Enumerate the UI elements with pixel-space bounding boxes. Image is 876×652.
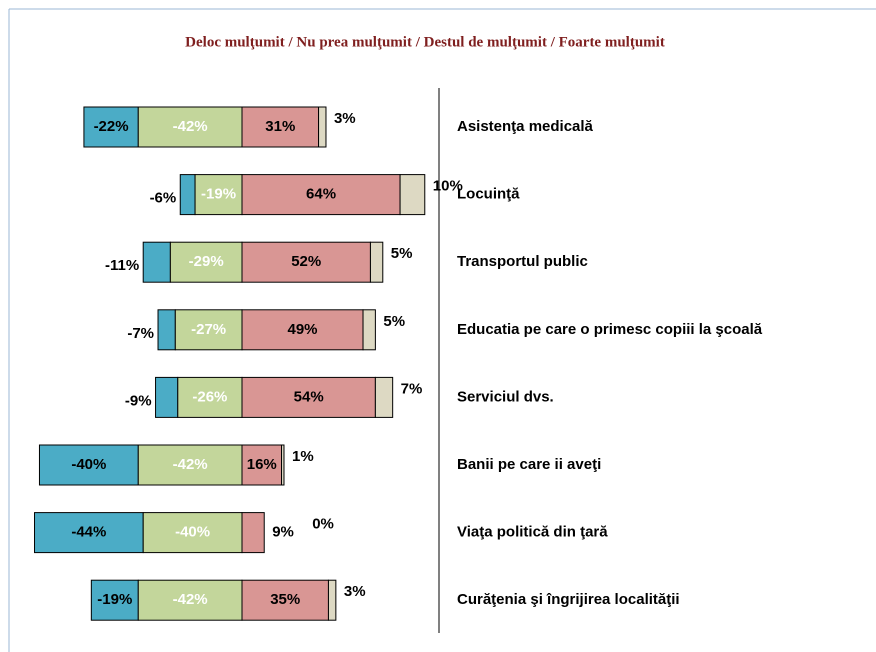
bar-segment <box>137 444 243 486</box>
value-label: -42% <box>173 118 208 135</box>
value-label: 16% <box>247 456 277 473</box>
bar-segment <box>179 174 196 216</box>
category-label: Educatia pe care o primesc copiii la şco… <box>457 321 763 338</box>
bar-segment <box>90 579 139 621</box>
category-label: Asistenţa medicală <box>457 118 594 135</box>
value-label: 1% <box>292 448 314 465</box>
value-label: 10% <box>433 178 463 195</box>
value-label: 9% <box>272 524 294 541</box>
bar-segment <box>369 241 384 283</box>
bar-segment <box>137 579 243 621</box>
bar-segment <box>241 106 320 148</box>
value-label: -11% <box>105 257 139 274</box>
value-label: 52% <box>291 253 321 270</box>
bar-segment <box>142 512 243 554</box>
value-label: 7% <box>401 380 423 397</box>
category-label: Curăţenia şi îngrijirea localităţii <box>457 591 680 608</box>
value-label: -9% <box>125 392 152 409</box>
bar-segment <box>34 512 144 554</box>
value-label: -29% <box>189 253 224 270</box>
bar-segment <box>157 309 176 351</box>
bar-segment <box>169 241 243 283</box>
bar-segment <box>241 579 329 621</box>
value-label: -26% <box>192 388 227 405</box>
value-label: 49% <box>287 321 317 338</box>
category-label: Locuinţă <box>457 186 520 203</box>
bar-segment <box>318 106 327 148</box>
value-label: -40% <box>71 456 106 473</box>
bar-segment <box>241 512 265 554</box>
value-label: 54% <box>294 388 324 405</box>
value-label: -42% <box>173 456 208 473</box>
bar-segment <box>142 241 171 283</box>
value-label: -22% <box>94 118 129 135</box>
bar-segment <box>137 106 243 148</box>
bar-segment <box>374 376 394 418</box>
value-label: -19% <box>97 591 132 608</box>
bar-segment <box>174 309 243 351</box>
bar-segment <box>194 174 243 216</box>
bar-segment <box>177 376 243 418</box>
value-label: -40% <box>175 524 210 541</box>
value-label: -19% <box>201 186 236 203</box>
value-label: -7% <box>127 325 154 342</box>
bar-segment <box>241 309 364 351</box>
bar-segment <box>327 579 337 621</box>
value-label: 64% <box>306 186 336 203</box>
bar-segment <box>155 376 179 418</box>
value-label: -27% <box>191 321 226 338</box>
value-label: 35% <box>270 591 300 608</box>
category-label: Banii pe care ii aveţi <box>457 456 601 473</box>
value-label: 3% <box>334 110 356 127</box>
bar-segment <box>399 174 426 216</box>
bar-segment <box>281 444 285 486</box>
bar-segment <box>241 376 376 418</box>
category-label: Serviciul dvs. <box>457 388 554 405</box>
bar-segment <box>362 309 376 351</box>
bar-segment <box>241 174 401 216</box>
value-label: 5% <box>383 313 405 330</box>
bar-segment <box>83 106 139 148</box>
bar-segment <box>241 444 283 486</box>
value-label: 3% <box>344 583 366 600</box>
bar-segment <box>241 241 371 283</box>
category-label: Viaţa politică din ţară <box>457 524 608 541</box>
value-label: -42% <box>173 591 208 608</box>
value-label: 5% <box>391 245 413 262</box>
chart-title: Deloc mulţumit / Nu prea mulţumit / Dest… <box>185 34 665 50</box>
category-label: Transportul public <box>457 253 588 270</box>
value-label: 0% <box>312 516 334 533</box>
value-label: 31% <box>265 118 295 135</box>
value-label: -44% <box>71 524 106 541</box>
bar-segment <box>38 444 139 486</box>
value-label: -6% <box>150 190 177 207</box>
